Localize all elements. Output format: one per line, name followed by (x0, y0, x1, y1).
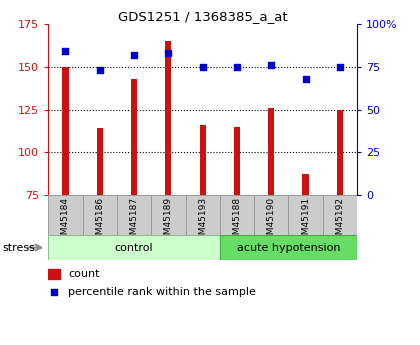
Text: GSM45184: GSM45184 (61, 197, 70, 246)
Point (302, 76, 309, 81)
Text: control: control (115, 243, 153, 253)
Bar (97, 128, 103, 195)
Text: GSM45190: GSM45190 (267, 197, 276, 246)
Text: GSM45188: GSM45188 (232, 197, 241, 246)
Point (268, 62, 275, 68)
Point (234, 64, 240, 70)
Bar (131, 79, 137, 195)
Bar (151, 195, 186, 235)
Bar (48, 195, 83, 235)
Bar (200, 125, 206, 195)
Text: percentile rank within the sample: percentile rank within the sample (68, 287, 256, 297)
Text: GSM45192: GSM45192 (335, 197, 344, 246)
Bar (323, 195, 357, 235)
Bar (165, 41, 171, 195)
Point (131, 52, 137, 58)
Bar (48, 269, 60, 279)
Text: GSM45191: GSM45191 (301, 197, 310, 246)
Text: GSM45189: GSM45189 (164, 197, 173, 246)
Text: GSM45193: GSM45193 (198, 197, 207, 246)
Bar (254, 195, 289, 235)
Point (62, 49, 69, 54)
Bar (302, 175, 309, 195)
Bar (48, 235, 220, 260)
Text: count: count (68, 269, 100, 279)
Point (165, 50, 172, 56)
Bar (186, 195, 220, 235)
Bar (337, 110, 343, 195)
Bar (289, 195, 323, 235)
Text: acute hypotension: acute hypotension (236, 243, 340, 253)
Bar (234, 127, 240, 195)
Text: GSM45187: GSM45187 (129, 197, 139, 246)
Text: stress: stress (2, 243, 35, 253)
Bar (220, 195, 254, 235)
Bar (62, 67, 68, 195)
Point (200, 64, 206, 70)
Title: GDS1251 / 1368385_a_at: GDS1251 / 1368385_a_at (118, 10, 287, 23)
Point (51, 289, 58, 295)
Point (97, 68, 103, 73)
Bar (268, 108, 274, 195)
Text: GSM45186: GSM45186 (95, 197, 104, 246)
Bar (83, 195, 117, 235)
Bar (117, 195, 151, 235)
Point (336, 64, 343, 70)
Bar (220, 235, 357, 260)
